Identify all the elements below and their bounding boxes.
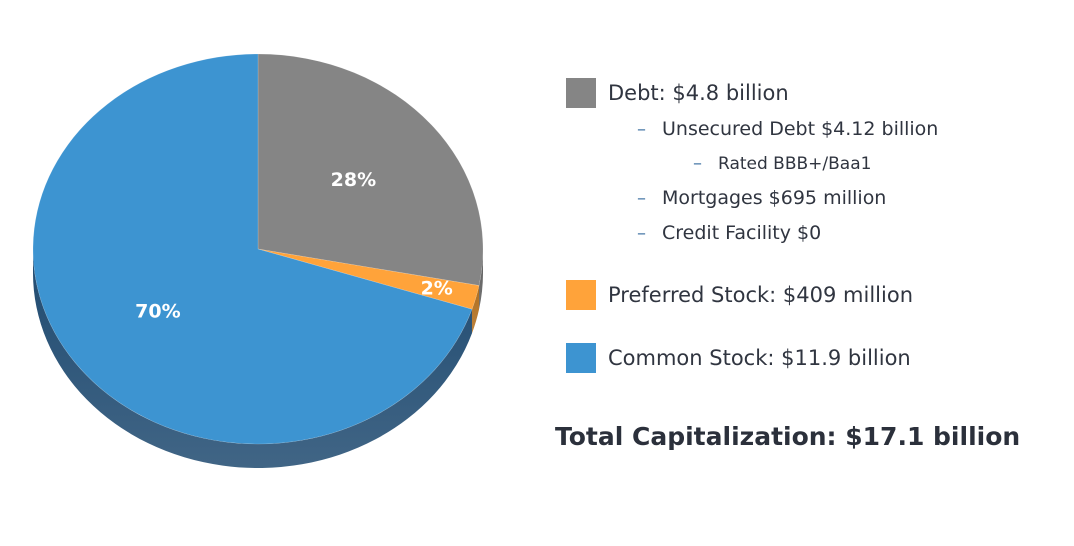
pie-side-preferred-stock [471, 285, 480, 334]
legend-subitem-text: Mortgages $695 million [662, 187, 887, 209]
pie-chart: 28% 2% 70% [32, 53, 484, 469]
legend-subitem-text: Rated BBB+/Baa1 [718, 153, 872, 174]
pie-side-debt [479, 249, 483, 310]
dash-icon: – [637, 187, 646, 209]
pie-slice-common-stock [32, 53, 473, 445]
dash-icon: – [637, 222, 646, 244]
pie-slice-debt [257, 53, 484, 286]
dash-icon: – [693, 153, 702, 174]
legend-subitem-rating: – Rated BBB+/Baa1 [693, 153, 871, 174]
slice-label-preferred-stock: 2% [421, 277, 453, 299]
legend-label-common: Common Stock: $11.9 billion [608, 346, 911, 370]
legend-subitem-mortgages: – Mortgages $695 million [637, 187, 886, 209]
total-capitalization: Total Capitalization: $17.1 billion [555, 422, 1021, 451]
legend-label-debt: Debt: $4.8 billion [608, 81, 789, 105]
legend-swatch-preferred [566, 280, 596, 310]
pie-slice-preferred-stock [257, 248, 480, 310]
legend-subitem-unsecured-debt: – Unsecured Debt $4.12 billion [637, 118, 938, 140]
slice-label-common-stock: 70% [135, 301, 180, 323]
legend-swatch-debt [566, 78, 596, 108]
legend-label-preferred: Preferred Stock: $409 million [608, 283, 914, 307]
dash-icon: – [637, 118, 646, 140]
legend-item-common-stock: Common Stock: $11.9 billion [566, 343, 911, 373]
legend-subitem-text: Credit Facility $0 [662, 222, 822, 244]
legend-item-preferred-stock: Preferred Stock: $409 million [566, 280, 913, 310]
slice-label-debt: 28% [331, 169, 376, 191]
legend-swatch-common [566, 343, 596, 373]
legend-subitem-credit-facility: – Credit Facility $0 [637, 222, 821, 244]
legend-item-debt: Debt: $4.8 billion [566, 78, 789, 108]
legend-subitem-text: Unsecured Debt $4.12 billion [662, 118, 939, 140]
